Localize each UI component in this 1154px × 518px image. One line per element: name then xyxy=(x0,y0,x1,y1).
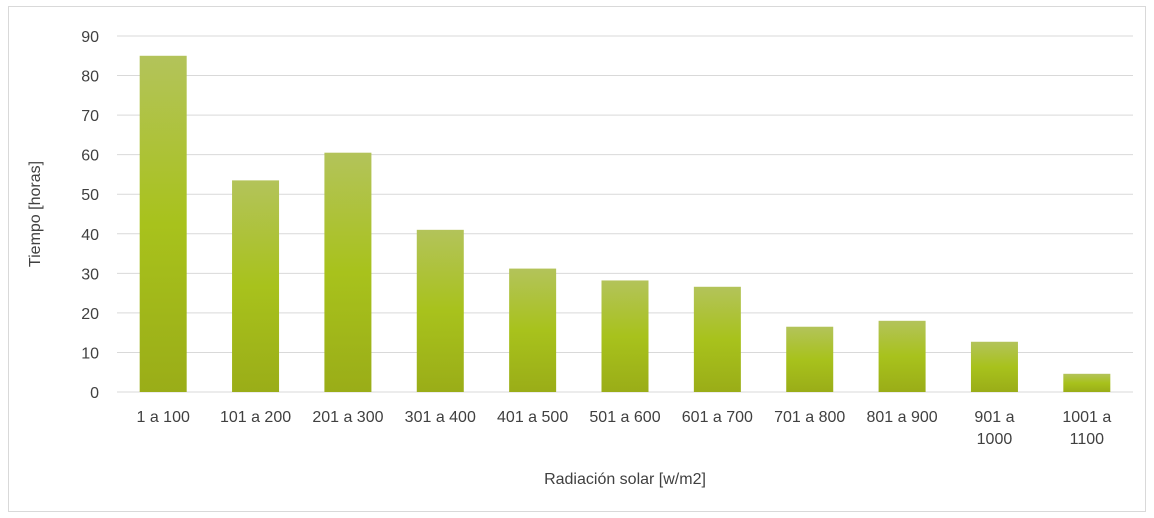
y-tick-label: 40 xyxy=(81,227,99,244)
y-tick-label: 20 xyxy=(81,306,99,323)
y-axis-label: Tiempo [horas] xyxy=(27,161,44,267)
bar xyxy=(693,286,741,392)
x-axis-label: Radiación solar [w/m2] xyxy=(544,471,706,488)
gridlines xyxy=(117,35,1133,393)
y-axis-ticks: 0 10 20 30 40 50 60 70 80 90 xyxy=(81,29,99,402)
chart-frame xyxy=(8,6,1146,512)
y-tick-label: 0 xyxy=(90,385,99,402)
y-tick-label: 80 xyxy=(81,69,99,86)
bar xyxy=(232,180,280,392)
x-tick-label: 401 a 500 xyxy=(497,409,568,426)
bar xyxy=(878,320,926,392)
x-tick-label: 301 a 400 xyxy=(405,409,476,426)
bar xyxy=(1063,373,1111,392)
x-tick-label: 801 a 900 xyxy=(866,409,937,426)
bar xyxy=(786,326,834,392)
x-tick-label: 701 a 800 xyxy=(774,409,845,426)
bar xyxy=(416,229,464,392)
x-axis-ticks: 1 a 100 101 a 200 201 a 300 301 a 400 401 a … xyxy=(136,409,1111,448)
x-tick-label: 901 a 1000 xyxy=(974,409,1014,448)
bar xyxy=(324,152,372,392)
y-tick-label: 30 xyxy=(81,266,99,283)
y-tick-label: 10 xyxy=(81,345,99,362)
y-tick-label: 90 xyxy=(81,29,99,46)
bar xyxy=(139,55,187,393)
y-tick-label: 70 xyxy=(81,108,99,125)
x-tick-label: 601 a 700 xyxy=(682,409,753,426)
bar xyxy=(970,341,1018,392)
y-tick-label: 50 xyxy=(81,187,99,204)
bar xyxy=(509,268,557,392)
x-tick-label: 201 a 300 xyxy=(312,409,383,426)
x-tick-label: 501 a 600 xyxy=(589,409,660,426)
x-tick-label: 1001 a 1100 xyxy=(1062,409,1111,448)
bar xyxy=(601,280,649,392)
x-tick-label: 1 a 100 xyxy=(136,409,189,426)
y-tick-label: 60 xyxy=(81,148,99,165)
x-tick-label: 101 a 200 xyxy=(220,409,291,426)
bars xyxy=(139,55,1111,393)
